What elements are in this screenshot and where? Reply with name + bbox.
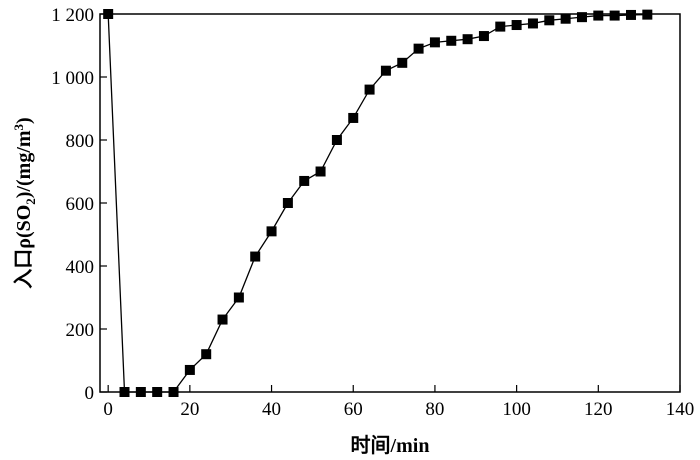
data-point-marker: [364, 84, 375, 95]
data-point-marker: [348, 112, 359, 123]
y-tick-label: 600: [66, 194, 95, 215]
data-point-marker: [429, 37, 440, 48]
x-tick-label: 80: [425, 399, 444, 420]
x-tick-label: 20: [180, 399, 199, 420]
data-point-marker: [250, 251, 261, 262]
data-point-marker: [119, 387, 130, 397]
y-tick-label: 1 200: [51, 5, 94, 26]
y-axis-title-subscript: 2: [23, 198, 38, 205]
data-point-marker: [511, 20, 522, 31]
data-point-marker: [135, 387, 146, 397]
y-axis-title-middle: )/(mg/m: [13, 130, 35, 198]
y-tick-label: 1 000: [51, 68, 94, 89]
data-point-marker: [560, 13, 571, 24]
data-point-marker: [446, 35, 457, 46]
data-point-marker: [495, 21, 506, 32]
y-tick-label: 800: [66, 131, 95, 152]
axis-ticks: [100, 13, 681, 393]
data-point-marker: [413, 43, 424, 54]
y-tick-label: 0: [85, 383, 95, 404]
data-point-marker: [184, 364, 195, 375]
data-point-marker: [380, 65, 391, 76]
y-tick-label: 400: [66, 257, 95, 278]
data-point-marker: [576, 12, 587, 23]
x-tick-label: 40: [262, 399, 281, 420]
x-tick-label: 100: [502, 399, 531, 420]
data-point-marker: [544, 15, 555, 26]
data-point-marker: [609, 10, 620, 21]
data-point-marker: [593, 10, 604, 21]
data-point-marker: [103, 9, 114, 19]
data-point-marker: [201, 349, 212, 360]
x-tick-label: 0: [103, 399, 113, 420]
x-tick-label: 120: [584, 399, 613, 420]
data-point-marker: [397, 57, 408, 68]
data-point-marker: [315, 166, 326, 177]
data-point-marker: [168, 387, 179, 397]
x-axis-title: 时间/min: [351, 434, 430, 457]
x-tick-label: 140: [666, 399, 695, 420]
x-tick-label: 60: [344, 399, 363, 420]
data-point-marker: [478, 31, 489, 42]
data-point-marker: [527, 18, 538, 29]
series-layer: [103, 9, 653, 397]
y-axis-title-superscript: 3: [11, 123, 26, 130]
y-axis-title-prefix: 入口ρ(SO: [12, 205, 35, 289]
data-point-marker: [299, 175, 310, 186]
data-point-marker: [266, 226, 277, 237]
data-point-marker: [233, 292, 244, 303]
data-point-marker: [462, 34, 473, 45]
data-point-marker: [642, 9, 653, 20]
y-axis-title: 入口ρ(SO2)/(mg/m3): [11, 117, 38, 288]
series-line: [107, 13, 648, 393]
y-tick-label: 200: [66, 320, 95, 341]
x-tick-labels: 0 20 40 60 80 100 120 140: [103, 399, 694, 420]
data-point-marker: [625, 9, 636, 20]
data-point-marker: [152, 387, 163, 397]
y-tick-labels: 0 200 400 600 800 1 000 1 200: [51, 5, 94, 404]
data-point-marker: [217, 314, 228, 325]
y-axis-title-suffix: ): [13, 117, 35, 124]
data-point-marker: [282, 198, 293, 208]
data-point-marker: [331, 135, 342, 145]
